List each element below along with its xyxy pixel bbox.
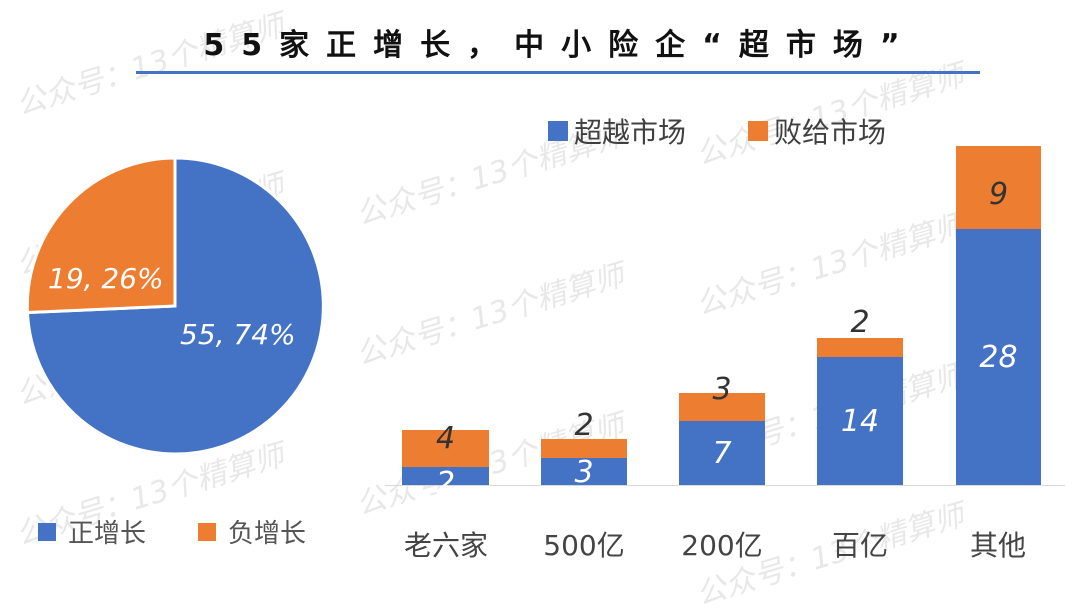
pie-label-negative: 19, 26%	[48, 262, 164, 295]
bar-lost-500亿: 2	[541, 411, 627, 458]
bar-beat-200亿: 7	[679, 421, 765, 485]
pie-chart	[26, 157, 324, 455]
bar-legend-lost: 败给市场	[748, 111, 886, 151]
bar-lost-其他: 9	[956, 146, 1041, 229]
bar-value: 3	[574, 455, 594, 490]
bar-lost-百亿: 2	[817, 308, 903, 357]
chart-title: 55家正增长，中小险企“超市场”	[203, 28, 917, 63]
bar-value: 28	[979, 340, 1018, 375]
bar-value: 2	[850, 305, 870, 340]
category-label: 200亿	[681, 529, 763, 562]
category-label: 500亿	[543, 529, 625, 562]
pie-legend-positive: 正增长	[38, 513, 146, 550]
category-label: 百亿	[831, 529, 888, 562]
pie-slice-negative	[26, 157, 177, 315]
bar-beat-500亿: 3	[541, 455, 627, 490]
pie-legend-negative: 负增长	[198, 513, 306, 550]
bar-lost-200亿: 3	[679, 375, 765, 421]
bar-legend-beat: 超越市场	[548, 111, 686, 151]
legend-label: 败给市场	[774, 116, 887, 149]
legend-label: 超越市场	[574, 116, 687, 149]
bar-value: 7	[712, 436, 732, 471]
x-axis-line	[385, 485, 1065, 486]
bar-lost-老六家: 4	[402, 424, 489, 467]
bar-beat-老六家: 2	[402, 467, 489, 499]
bar-value: 3	[712, 372, 732, 407]
category-label: 老六家	[403, 529, 488, 562]
bar-value: 14	[840, 404, 880, 439]
legend-swatch-positive	[38, 522, 56, 541]
category-label: 其他	[969, 529, 1026, 562]
bar-value: 9	[988, 177, 1009, 212]
watermark: 公众号：13个精算师	[351, 257, 629, 373]
bar-value: 2	[435, 466, 456, 501]
legend-swatch-negative	[198, 522, 216, 541]
pie-label-positive: 55, 74%	[180, 318, 296, 351]
legend-swatch-lost	[748, 121, 768, 141]
title-underline	[136, 71, 980, 74]
legend-label: 负增长	[228, 519, 307, 549]
legend-swatch-beat	[548, 121, 568, 141]
bar-beat-其他: 28	[956, 229, 1041, 485]
bar-beat-百亿: 14	[817, 357, 903, 485]
legend-label: 正增长	[68, 519, 147, 549]
watermark: 公众号：13个精算师	[691, 207, 969, 323]
bar-value: 2	[574, 408, 594, 443]
bar-value: 4	[435, 421, 456, 456]
